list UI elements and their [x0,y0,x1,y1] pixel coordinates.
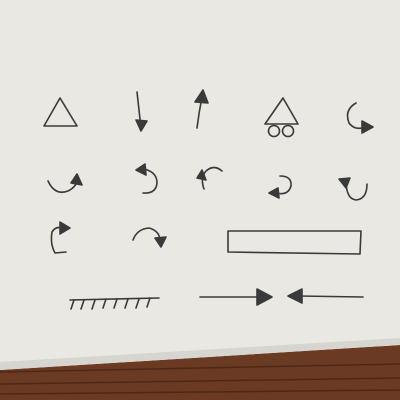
arrow-left-sketch [287,288,364,304]
hatched-ground-sketch [69,297,160,310]
curved-arrow-left-sketch-2 [196,166,223,190]
arrow-right-sketch [199,288,273,306]
paper-sheet [0,0,400,370]
wood-grain [0,363,400,395]
curved-arrow-right-sketch [346,102,374,134]
arrow-up-sketch [194,89,209,129]
curved-arrow-down-sketch [338,177,368,201]
triangle-sketch [43,97,78,127]
curved-arrow-right-sketch-2 [50,221,71,254]
pencil-sketches [43,89,374,310]
arrow-down-sketch [135,91,148,132]
curved-arrow-left-sketch-1 [135,163,158,194]
triangle-on-wheels-sketch [264,97,299,138]
paper-edge-shadow [0,338,400,370]
curved-arrow-down-sketch-2 [132,227,167,248]
curved-arrow-left-sketch-3 [268,175,292,199]
long-rectangle-sketch [227,230,362,255]
curved-arrow-up-sketch [47,173,83,194]
